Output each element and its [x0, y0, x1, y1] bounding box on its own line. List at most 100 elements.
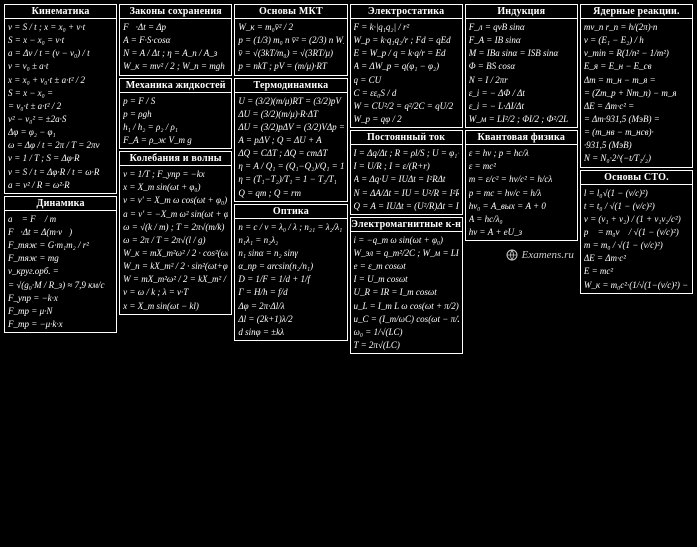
- formula: p = ρgh: [123, 108, 228, 120]
- formula: U = (3/2)(m/μ)RT = (3/2)pV: [238, 95, 343, 107]
- formula: ε = hν ; p = hc/λ: [469, 147, 574, 159]
- formula: α_пр = arcsin(n₂/n₁): [238, 260, 343, 272]
- formula: N = N₀·2^(−t/T₁/₂): [584, 152, 689, 164]
- section-title: Термодинамика: [235, 79, 346, 93]
- formula: F_тр = μ·N: [8, 305, 113, 317]
- formula: = √(g₀·M / R_з) ≈ 7,9 км/с: [8, 279, 113, 291]
- section: Ядерные реакции.mv_n r_n = h/(2π)·nν = (…: [580, 4, 693, 168]
- formula: ω₀ = 1/√(LC): [354, 326, 459, 338]
- formula: W_эл = q_m²/2C ; W_м = LI²/2: [354, 247, 459, 259]
- section-title: Колебания и волны: [120, 152, 231, 166]
- formula: W_м = LI²/2 ; ΦI/2 ; Φ²/2L: [469, 113, 574, 125]
- formula: Q = qm ; Q = rm: [238, 187, 343, 199]
- formula: Δφ = φ₂ − φ₁: [8, 126, 113, 138]
- formula: ν = 1 / T ; S = Δφ·R: [8, 152, 113, 164]
- formula: t = t₀ / √(1 − (v/c)²): [584, 200, 689, 212]
- formula: p = nkT ; pV = (m/μ)·RT: [238, 60, 343, 72]
- formula: η = A / Q₁ = (Q₁−Q₂)/Q₁ = 1 − Q₂/Q₁: [238, 160, 343, 172]
- section-body: F_л = qvB sinαF_A = IB sinαM = IBa sinα …: [466, 19, 577, 127]
- formula: A = ΔW_p = q(φ₁ − φ₂): [354, 60, 459, 72]
- section: Кинематикаv = S / t ; x = x₀ + v·tS = x …: [4, 4, 117, 194]
- section: Оптикаn = c / v = λ₀ / λ ; n₂₁ = λ₂/λ₁n₁…: [234, 204, 347, 341]
- formula: = v₀·t ± a·t² / 2: [8, 100, 113, 112]
- formula: W = mX_m²ω² / 2 = kX_m² / 2: [123, 273, 228, 285]
- formula: ε_i = − ΔΦ / Δt: [469, 87, 574, 99]
- section: Основы СТО.l = l₀√(1 − (v/c)²)t = t₀ / √…: [580, 170, 693, 294]
- formula: p = F / S: [123, 95, 228, 107]
- formula: W_п = kX_m² / 2 · sin²(ωt+φ₀): [123, 260, 228, 272]
- formula: v = S / t = Δφ·R / t = ω·R: [8, 166, 113, 178]
- formula: x = X_m sin(ωt − kl): [123, 300, 228, 312]
- formula: F_л = qvB sinα: [469, 21, 574, 33]
- formula: ν = (E₁ − E₂) / h: [584, 34, 689, 46]
- section-body: a⃗ = F⃗ / mF⃗·Δt = Δ(m·v⃗)F_тяж = G·m₁m₂…: [5, 211, 116, 332]
- section: Колебания и волныν = 1/T ; F_упр = −kxx …: [119, 151, 232, 315]
- formula: ·931,5 (МэВ): [584, 139, 689, 151]
- formula: ν = 1/T ; F_упр = −kx: [123, 168, 228, 180]
- section-title: Оптика: [235, 205, 346, 219]
- formula: I = U/R ; I = ε/(R+r): [354, 160, 459, 172]
- formula: E_я = E_н − E_св: [584, 60, 689, 72]
- formula: v = v' = X_m ω cos(ωt + φ₀): [123, 194, 228, 206]
- formula: ΔE = Δm·c² =: [584, 100, 689, 112]
- formula: W = CU²/2 = q²/2C = qU/2: [354, 100, 459, 112]
- formula: v_min = R(1/n² − 1/m²): [584, 47, 689, 59]
- section-body: ε = hν ; p = hc/λε = mc²m = ε/c² = hν/c²…: [466, 145, 577, 240]
- formula: x = X_m sin(ωt + φ₀): [123, 181, 228, 193]
- formula: v̄ = √(3kT/m₀) = √(3RT/μ): [238, 47, 343, 59]
- formula: hν = A + eU_з: [469, 226, 574, 238]
- formula: v = ω / k ; λ = v·T: [123, 286, 228, 298]
- formula: u_L = I_m L ω cos(ωt + π/2): [354, 300, 459, 312]
- section-title: Законы сохранения: [120, 5, 231, 19]
- column-5: ИндукцияF_л = qvB sinαF_A = IB sinαM = I…: [465, 4, 578, 543]
- formula: I = U_m cosωt: [354, 273, 459, 285]
- formula: i = −q_m ω sin(ωt + φ₀): [354, 234, 459, 246]
- section-title: Постоянный ток: [351, 131, 462, 145]
- formula: p = mc = hν/c = h/λ: [469, 187, 574, 199]
- formula: hν₀ = A_вых = A + 0: [469, 200, 574, 212]
- formula: W_p = qφ / 2: [354, 113, 459, 125]
- section-title: Кинематика: [5, 5, 116, 19]
- formula: ω = Δφ / t = 2π / T = 2πν: [8, 139, 113, 151]
- formula: ΔU = (3/2)pΔV = (3/2)VΔp = (3/2)ΔpV: [238, 121, 343, 133]
- formula: ΔQ = CΔT ; ΔQ = cmΔT: [238, 147, 343, 159]
- formula: A = pΔV ; Q = ΔU + A: [238, 134, 343, 146]
- formula: l = l₀√(1 − (v/c)²): [584, 187, 689, 199]
- formula: W_к = m₀v̄² / 2: [238, 21, 343, 33]
- formula: = (Zm_p + Nm_n) − m_я: [584, 87, 689, 99]
- formula: Q = A = IUΔt = (U²/R)Δt = I²RΔt: [354, 200, 459, 212]
- formula: F = k·|q₁q₂| / r²: [354, 21, 459, 33]
- formula: n₁λ₁ = n₂λ₂: [238, 234, 343, 246]
- formula: E = W_p / q = k·q/r = Ed: [354, 47, 459, 59]
- formula: v = (v₁ + v₂) / (1 + v₁v₂/c²): [584, 213, 689, 225]
- formula: u_C = (I_m/ωC) cos(ωt − π/2): [354, 313, 459, 325]
- section: Квантовая физикаε = hν ; p = hc/λε = mc²…: [465, 130, 578, 241]
- section-body: v = S / t ; x = x₀ + v·tS = x − x₀ = v·t…: [5, 19, 116, 193]
- formula: F⃗·Δt = Δp⃗: [123, 21, 228, 33]
- section: Механика жидкостейp = F / Sp = ρghh₁ / h…: [119, 78, 232, 150]
- formula: W_p = k·q₁q₂/r ; Fd = qEd: [354, 34, 459, 46]
- formula: Φ = BS cosα: [469, 60, 574, 72]
- formula: n₁ sinα = n₂ sinγ: [238, 247, 343, 259]
- section: Электромагнитные к-нi = −q_m ω sin(ωt + …: [350, 217, 463, 354]
- section: Основы МКТW_к = m₀v̄² / 2p = (1/3) m₀ n …: [234, 4, 347, 76]
- formula: p = (1/3) m₀ n v̄² = (2/3) n W_к = (2/3)…: [238, 34, 343, 46]
- formula: A = F·S·cosα: [123, 34, 228, 46]
- formula: ε = mc²: [469, 160, 574, 172]
- formula: F_упр = −k·x: [8, 292, 113, 304]
- formula: m = m₀ / √(1 − (v/c)²): [584, 239, 689, 251]
- section: Динамикаa⃗ = F⃗ / mF⃗·Δt = Δ(m·v⃗)F_тяж …: [4, 196, 117, 333]
- formula: U_R = IR = I_m cosωt: [354, 286, 459, 298]
- formula: W_к = m₀c²·(1/√(1−(v/c)²) − 1): [584, 279, 689, 291]
- formula: F_тяж = mg: [8, 252, 113, 264]
- section-body: W_к = m₀v̄² / 2p = (1/3) m₀ n v̄² = (2/3…: [235, 19, 346, 75]
- formula: Δφ = 2π·Δl/λ: [238, 300, 343, 312]
- formula: E = mc²: [584, 265, 689, 277]
- formula: N = I / 2πr: [469, 74, 574, 86]
- section: ЭлектростатикаF = k·|q₁q₂| / r²W_p = k·q…: [350, 4, 463, 128]
- formula: ΔE = Δm·c²: [584, 252, 689, 264]
- formula: N = A / Δt ; η = A_п / A_з: [123, 47, 228, 59]
- formula: F_A = IB sinα: [469, 34, 574, 46]
- section-title: Квантовая физика: [466, 131, 577, 145]
- section-body: l = l₀√(1 − (v/c)²)t = t₀ / √(1 − (v/c)²…: [581, 185, 692, 293]
